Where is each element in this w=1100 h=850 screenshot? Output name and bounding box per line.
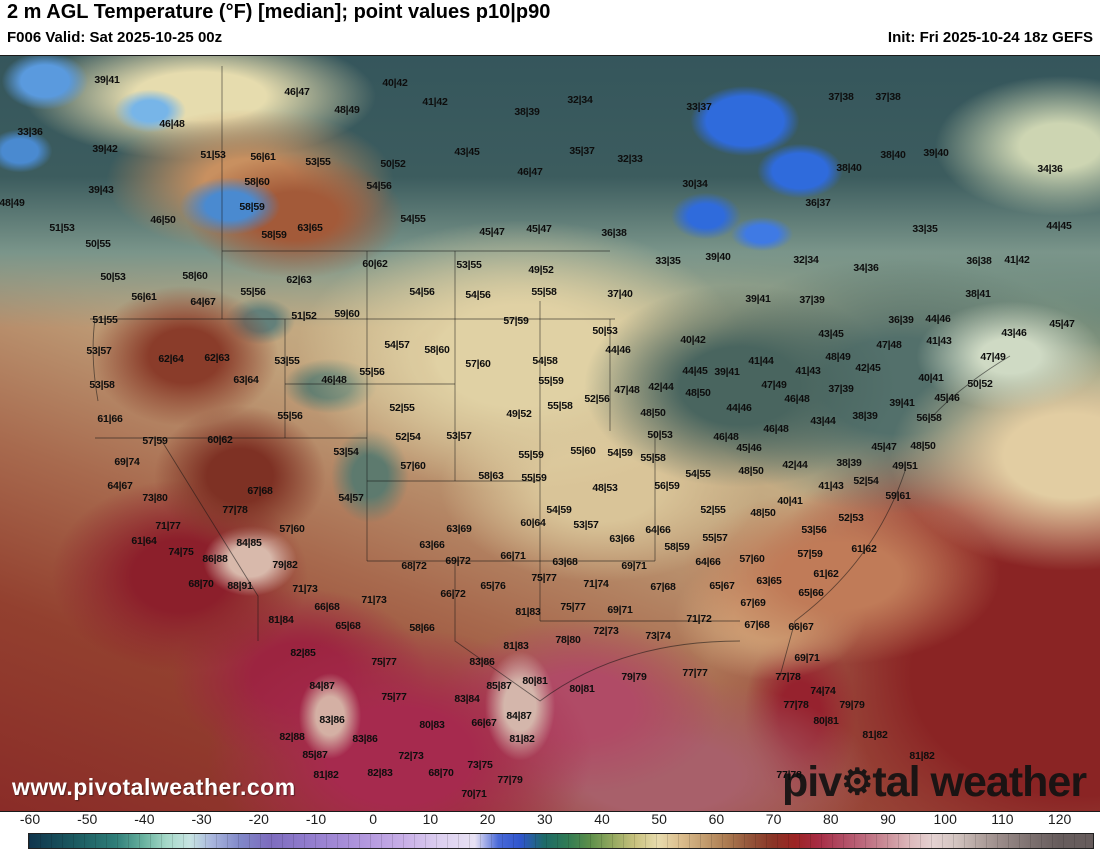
scale-tick: -20: [248, 811, 269, 827]
logo-text-pre: piv: [782, 758, 842, 806]
scale-tick: 40: [594, 811, 610, 827]
scale-tick: 0: [369, 811, 378, 827]
scale-tick-labels: -60 -50 -40 -30 -20 -10 0 10 20 30 40 50 60 70 80 90 100…: [0, 811, 1100, 831]
scale-tick: 20: [479, 811, 496, 827]
temperature-map: www.pivotalweather.com piv⚙tal weather: [0, 55, 1100, 812]
scale-tick: -10: [305, 811, 327, 827]
state-borders: [90, 66, 1011, 702]
scale-tick: -30: [191, 811, 212, 827]
watermark-url: www.pivotalweather.com: [12, 774, 296, 800]
scale-tick: -40: [134, 811, 155, 827]
scale-tick: -60: [19, 811, 41, 827]
colorbar-hatch: [29, 834, 1093, 848]
init-time-label: Init: Fri 2025-10-24 18z GEFS: [887, 29, 1093, 46]
scale-tick: 80: [823, 811, 839, 827]
scale-tick: 10: [422, 811, 439, 827]
logo-text-post: tal weather: [872, 758, 1087, 806]
scale-tick: 110: [991, 811, 1014, 827]
scale-tick: 30: [537, 811, 553, 827]
page-title: 2 m AGL Temperature (°F) [median]; point…: [7, 1, 551, 23]
scale-tick: 60: [708, 811, 725, 827]
scale-tick: 120: [1047, 811, 1072, 827]
scale-tick: -50: [77, 811, 98, 827]
scale-tick: 90: [880, 811, 896, 827]
valid-time-label: F006 Valid: Sat 2025-10-25 00z: [7, 29, 223, 46]
scale-tick: 50: [651, 811, 667, 827]
scale-tick: 100: [933, 811, 957, 827]
colorbar-gradient: [28, 833, 1094, 849]
pivotal-weather-logo: piv⚙tal weather: [782, 758, 1087, 807]
gear-icon: ⚙: [841, 761, 873, 802]
scale-tick: 70: [765, 811, 782, 827]
